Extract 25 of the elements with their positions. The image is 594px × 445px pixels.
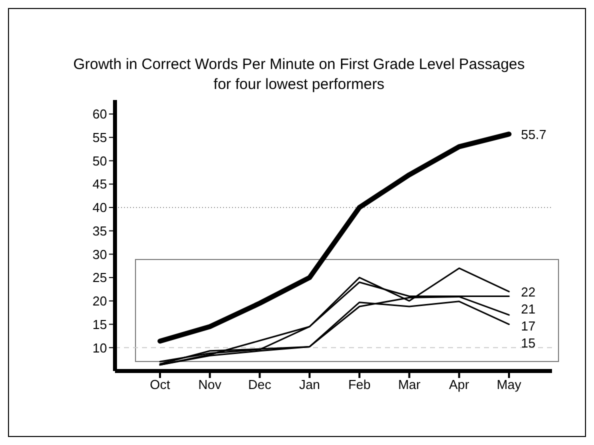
y-tick-label: 50 bbox=[92, 153, 107, 168]
x-tick-label: Dec bbox=[248, 377, 272, 392]
y-tick-label: 40 bbox=[92, 200, 107, 216]
x-tick-label: Oct bbox=[150, 377, 170, 392]
data-label: 21 bbox=[521, 302, 536, 317]
y-tick-label: 15 bbox=[92, 316, 107, 332]
y-tick-label: 35 bbox=[92, 223, 107, 238]
y-tick-label: 25 bbox=[92, 270, 107, 286]
x-tick-label: Nov bbox=[198, 377, 222, 392]
x-tick-label: May bbox=[496, 377, 522, 392]
data-label: 15 bbox=[521, 336, 536, 351]
y-tick-label: 45 bbox=[92, 176, 107, 192]
x-tick-label: Apr bbox=[449, 377, 470, 392]
y-tick-label: 20 bbox=[92, 294, 107, 309]
y-tick-label: 10 bbox=[92, 340, 107, 356]
y-tick-label: 60 bbox=[92, 106, 107, 122]
data-label: 22 bbox=[521, 284, 536, 300]
chart-title: Growth in Correct Words Per Minute on First Grade Level Passages for four lowest performers bbox=[72, 55, 526, 95]
data-label: 55.7 bbox=[521, 127, 546, 142]
x-tick-label: Mar bbox=[398, 377, 422, 392]
y-tick-label: 30 bbox=[92, 246, 107, 262]
y-tick-label: 55 bbox=[92, 130, 107, 145]
data-label: 17 bbox=[521, 318, 536, 334]
x-tick-label: Feb bbox=[348, 377, 371, 392]
x-tick-label: Jan bbox=[299, 377, 320, 392]
